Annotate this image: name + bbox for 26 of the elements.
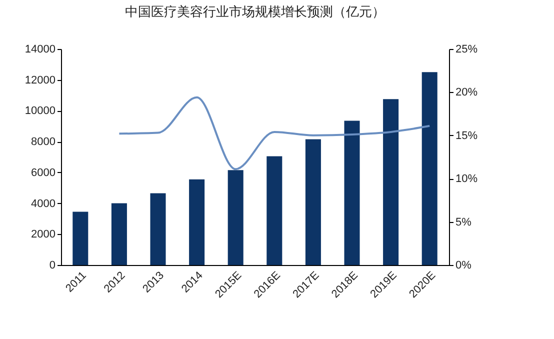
bar	[189, 179, 205, 265]
y-tick-label: 2000	[31, 228, 56, 241]
y-tick-label: 14000	[24, 44, 56, 56]
y2-tick-label: 0%	[456, 260, 472, 272]
y2-tick-label: 25%	[456, 44, 478, 56]
bar	[344, 120, 360, 265]
y-tick-label: 10000	[24, 105, 56, 118]
y-tick-label: 6000	[31, 166, 56, 179]
y-tick-label: 4000	[31, 198, 56, 210]
bar	[422, 72, 438, 265]
bar	[150, 193, 166, 265]
y2-tick-label: 10%	[456, 173, 478, 186]
bar	[305, 139, 321, 265]
y2-tick-label: 5%	[456, 216, 472, 228]
y-tick-label: 8000	[31, 136, 56, 148]
y2-tick-label: 15%	[456, 130, 478, 142]
bar	[383, 99, 399, 265]
chart-title: 中国医疗美容行业市场规模增长预测（亿元）	[125, 4, 385, 19]
bar	[111, 203, 127, 265]
y-tick-label: 12000	[24, 74, 56, 86]
bar	[228, 170, 244, 265]
bar	[72, 212, 88, 265]
bar	[266, 156, 282, 265]
y-tick-label: 0	[49, 260, 56, 272]
line-series	[118, 96, 431, 170]
y2-tick-label: 20%	[456, 86, 478, 99]
